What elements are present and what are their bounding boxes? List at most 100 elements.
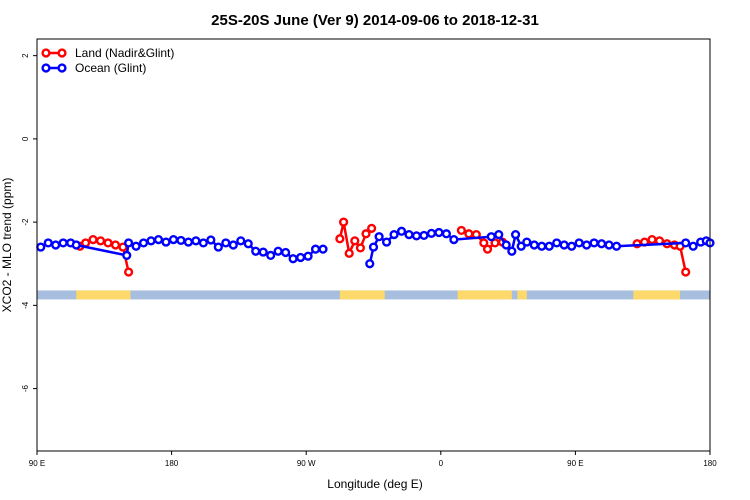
data-point (266, 250, 276, 261)
data-point (71, 240, 81, 250)
data-point (146, 236, 156, 246)
data-point (251, 246, 261, 256)
data-point (494, 229, 504, 240)
data-point (131, 241, 141, 251)
data-point (153, 234, 164, 245)
series-ocean (36, 226, 715, 269)
data-point (168, 234, 179, 245)
data-point (479, 238, 489, 248)
land-strip-segment (633, 290, 681, 300)
x-axis-label: Longitude (deg E) (327, 477, 422, 491)
x-tick-label: 180 (703, 459, 717, 468)
data-point (124, 267, 134, 277)
data-point (516, 241, 526, 251)
plot-frame (36, 38, 711, 452)
data-point (559, 240, 569, 250)
y-tick-label: -2 (21, 218, 30, 226)
data-point (419, 230, 429, 241)
data-point (258, 247, 268, 257)
data-point (567, 241, 577, 251)
data-point (589, 238, 599, 248)
data-point (389, 229, 399, 240)
data-point (396, 226, 407, 236)
y-tick-label: -6 (21, 384, 30, 392)
legend-label: Land (Nadir&Glint) (75, 46, 174, 60)
data-point (236, 236, 246, 246)
land-strip-segment (457, 290, 512, 300)
data-point (529, 240, 539, 250)
data-point (350, 236, 360, 246)
data-point (411, 231, 422, 241)
data-point (310, 244, 321, 254)
data-point (335, 234, 345, 244)
data-point (596, 239, 607, 249)
data-point (510, 229, 521, 240)
data-point (355, 243, 366, 253)
data-point (228, 240, 238, 250)
legend-marker (57, 48, 67, 58)
data-point (681, 238, 691, 248)
data-point (426, 228, 437, 238)
data-point (381, 237, 392, 247)
x-tick-label: 180 (165, 459, 179, 468)
legend-marker (41, 63, 51, 73)
data-point (103, 238, 113, 248)
data-point (183, 237, 194, 247)
data-point (361, 229, 371, 239)
data-point (213, 242, 223, 252)
data-point (574, 238, 584, 248)
data-point (365, 259, 375, 269)
data-point (288, 254, 298, 264)
data-point (88, 234, 98, 245)
data-point (344, 248, 354, 258)
data-point (191, 236, 201, 246)
data-point (501, 240, 511, 250)
data-point (318, 244, 328, 254)
data-point (110, 240, 121, 250)
data-point (36, 242, 46, 252)
data-point (281, 247, 291, 258)
x-axis: 90 E 180 90 W 0 90 E 180 (29, 451, 717, 468)
data-point (368, 242, 379, 252)
legend-marker (57, 63, 67, 73)
y-axis-label: XCO2 - MLO trend (ppm) (0, 178, 14, 313)
x-tick-label: 90 W (297, 459, 316, 468)
data-point (486, 232, 496, 242)
data-point (221, 238, 231, 248)
data-point (611, 241, 622, 251)
data-point (482, 244, 493, 254)
y-tick-label: -4 (21, 301, 30, 309)
data-point (404, 229, 414, 240)
data-point (582, 240, 592, 250)
data-point (58, 238, 68, 248)
legend-item: Land (Nadir&Glint) (41, 46, 174, 60)
data-point (295, 252, 306, 263)
data-point (688, 241, 698, 251)
chart-title: 25S-20S June (Ver 9) 2014-09-06 to 2018-… (211, 12, 539, 29)
data-point (206, 235, 216, 245)
series-layer (36, 217, 715, 277)
data-point (507, 246, 517, 256)
land-strip-segment (517, 290, 527, 300)
data-point (124, 238, 134, 248)
data-point (198, 238, 208, 248)
data-point (122, 250, 132, 261)
data-point (441, 229, 452, 239)
land-strip-segment (76, 290, 131, 300)
data-point (43, 238, 53, 248)
data-point (367, 223, 377, 233)
legend: Land (Nadir&Glint)Ocean (Glint) (41, 46, 174, 75)
x-tick-label: 90 E (29, 459, 45, 468)
data-point (273, 246, 283, 256)
data-point (681, 267, 691, 277)
data-point (647, 234, 657, 245)
data-point (243, 239, 253, 249)
data-point (303, 251, 313, 261)
land-mask-strip (37, 290, 710, 300)
y-axis: 2 0 -2 -4 -6 (21, 53, 37, 392)
data-point (449, 234, 459, 245)
data-point (544, 241, 554, 251)
data-point (338, 217, 349, 227)
data-point (118, 242, 128, 252)
